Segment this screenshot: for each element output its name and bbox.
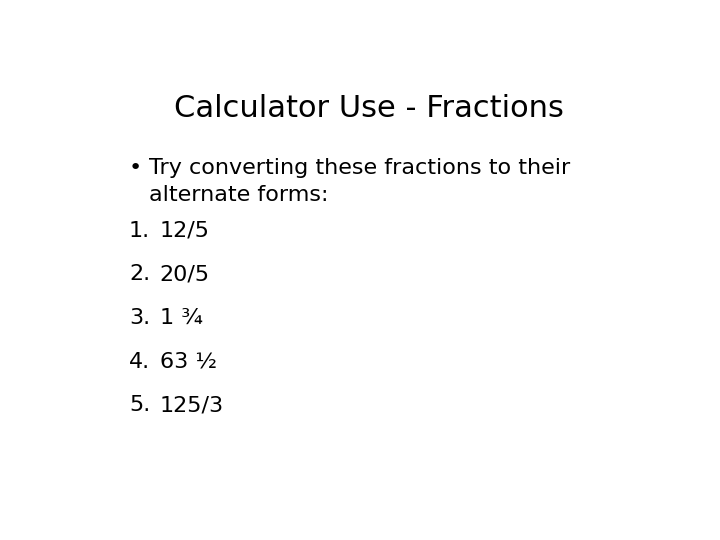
Text: •: • <box>129 158 143 178</box>
Text: 20/5: 20/5 <box>160 265 210 285</box>
Text: 125/3: 125/3 <box>160 395 224 415</box>
Text: 63 ½: 63 ½ <box>160 352 217 372</box>
Text: 4.: 4. <box>129 352 150 372</box>
Text: 1 ¾: 1 ¾ <box>160 308 202 328</box>
Text: 2.: 2. <box>129 265 150 285</box>
Text: 1.: 1. <box>129 221 150 241</box>
Text: 3.: 3. <box>129 308 150 328</box>
Text: Try converting these fractions to their: Try converting these fractions to their <box>148 158 570 178</box>
Text: Calculator Use - Fractions: Calculator Use - Fractions <box>174 94 564 123</box>
Text: 5.: 5. <box>129 395 150 415</box>
Text: alternate forms:: alternate forms: <box>148 185 328 205</box>
Text: 12/5: 12/5 <box>160 221 210 241</box>
